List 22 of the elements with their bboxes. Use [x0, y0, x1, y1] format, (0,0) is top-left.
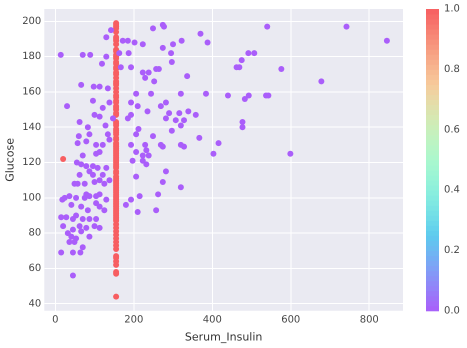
y-tick-label: 80 — [28, 228, 42, 239]
y-tick-label: 100 — [22, 192, 42, 204]
color-bar-label: 0.4 — [444, 184, 460, 196]
color-bar-label: 1.0 — [444, 4, 460, 15]
x-tick-label: 600 — [281, 314, 300, 326]
y-axis-title: Glucose — [3, 138, 16, 182]
x-tick-label: 800 — [360, 314, 379, 326]
y-tick-label: 200 — [22, 16, 42, 27]
x-tick-label: 0 — [52, 314, 58, 326]
y-tick-label: 180 — [22, 51, 42, 62]
y-tick-label: 160 — [22, 86, 42, 98]
y-tick-label: 60 — [28, 263, 42, 274]
y-tick-label: 120 — [22, 157, 42, 168]
y-tick-label: 40 — [28, 298, 42, 310]
color-bar-label: 0.6 — [444, 124, 460, 136]
y-tick-label: 140 — [22, 122, 42, 133]
x-tick-label: 200 — [124, 314, 144, 326]
color-bar-label: 0.0 — [444, 305, 460, 316]
x-tick-label: 400 — [202, 314, 222, 326]
color-bar-label: 0.8 — [444, 64, 460, 75]
color-bar-label: 0.2 — [444, 245, 460, 256]
x-axis-title: Serum_Insulin — [184, 330, 262, 344]
